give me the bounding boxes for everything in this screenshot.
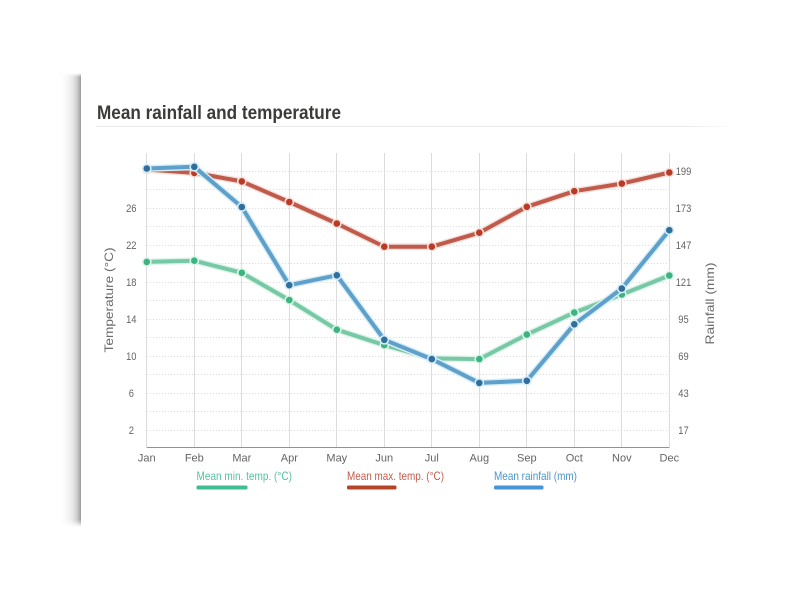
svg-text:Oct: Oct	[566, 453, 583, 465]
svg-text:199: 199	[676, 166, 692, 178]
svg-text:95: 95	[678, 314, 688, 326]
svg-text:Sep: Sep	[517, 453, 537, 465]
svg-text:43: 43	[678, 388, 688, 400]
svg-text:18: 18	[126, 277, 136, 289]
svg-text:Jul: Jul	[425, 453, 439, 465]
svg-text:May: May	[326, 453, 347, 465]
svg-text:Jan: Jan	[138, 453, 156, 465]
svg-text:147: 147	[676, 240, 692, 252]
svg-text:Apr: Apr	[281, 453, 298, 465]
svg-text:Mean rainfall (mm): Mean rainfall (mm)	[494, 469, 577, 483]
svg-text:22: 22	[126, 240, 136, 252]
svg-text:Rainfall (mm): Rainfall (mm)	[703, 263, 717, 345]
svg-text:Mar: Mar	[232, 453, 251, 465]
svg-text:Aug: Aug	[470, 453, 490, 465]
svg-text:Dec: Dec	[660, 453, 680, 465]
svg-text:6: 6	[129, 388, 134, 400]
svg-text:2: 2	[129, 425, 134, 437]
svg-text:10: 10	[126, 351, 136, 363]
svg-text:69: 69	[678, 351, 688, 363]
svg-text:26: 26	[126, 203, 136, 215]
svg-text:Nov: Nov	[612, 453, 632, 465]
svg-text:Jun: Jun	[375, 453, 393, 465]
svg-text:14: 14	[126, 314, 136, 326]
svg-text:Mean max. temp. (°C): Mean max. temp. (°C)	[347, 469, 444, 483]
svg-text:Temperature (°C): Temperature (°C)	[102, 247, 116, 352]
svg-text:121: 121	[676, 277, 692, 289]
svg-text:173: 173	[676, 203, 692, 215]
svg-text:Feb: Feb	[185, 453, 204, 465]
svg-text:Mean rainfall and temperature: Mean rainfall and temperature	[97, 103, 341, 124]
svg-text:Mean min. temp. (°C): Mean min. temp. (°C)	[197, 469, 293, 483]
svg-text:17: 17	[678, 425, 688, 437]
